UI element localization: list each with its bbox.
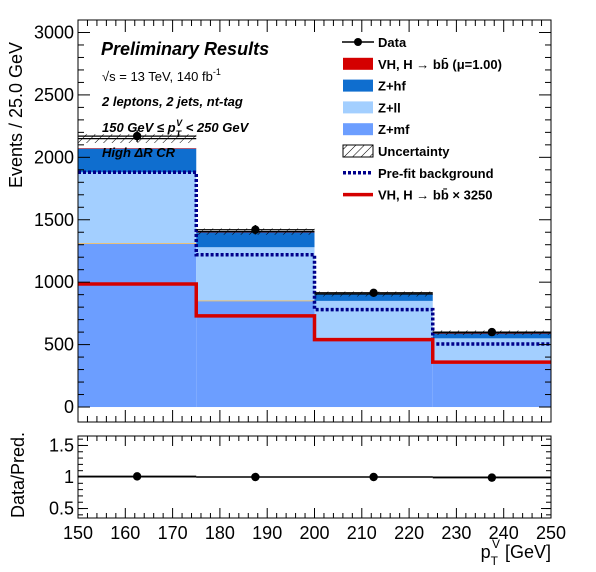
legend-entry-5: Uncertainty: [342, 144, 450, 159]
legend-swatch: [343, 57, 373, 70]
y-tick-label-500: 500: [44, 335, 74, 355]
ratio-y-tick-label-1: 1: [64, 467, 74, 487]
x-tick-label-180: 180: [205, 523, 235, 543]
annotation-selection: 2 leptons, 2 jets, nt-tag: [101, 94, 243, 109]
legend-entry-6: Pre-fit background: [343, 166, 494, 181]
legend-label-2: Z+hf: [378, 79, 406, 94]
annotation-region: High ΔR CR: [102, 145, 176, 160]
legend-entry-4: Z+mf: [343, 122, 410, 137]
stacked-histogram: [78, 138, 551, 408]
legend-label-5: Uncertainty: [378, 144, 450, 159]
x-tick-label-230: 230: [441, 523, 471, 543]
annotation-ptv-range: 150 GeV ≤ pTV < 250 GeV: [102, 118, 250, 139]
ratio-point-3: [487, 473, 497, 482]
x-tick-label-200: 200: [299, 523, 329, 543]
bar-z-hf-bin-0: [78, 148, 197, 173]
bar-z-hf-bin-1: [196, 232, 315, 248]
x-tick-label-150: 150: [63, 523, 93, 543]
x-tick-label-160: 160: [110, 523, 140, 543]
data-point-3: [487, 327, 497, 337]
bar-z-mf-bin-0: [78, 243, 197, 408]
legend-swatch: [343, 101, 373, 114]
ratio-point-1: [251, 472, 260, 482]
bar-z-ll-bin-0: [78, 172, 197, 244]
y-axis-title: Events / 25.0 GeV: [6, 42, 26, 188]
main-axes: 0 500 1000 1500 2000 2500 3000: [34, 19, 552, 423]
bar-z-mf-bin-2: [314, 338, 433, 408]
legend-label-7: VH, H → bb̄ × 3250: [378, 188, 493, 203]
x-tick-label-250: 250: [536, 523, 566, 543]
bar-z-ll-bin-3: [432, 338, 551, 364]
y-tick-label-0: 0: [64, 397, 74, 417]
data-point-2: [369, 288, 378, 297]
bar-z-ll-bin-2: [314, 300, 433, 339]
data-point-1: [251, 225, 260, 234]
y-tick-label-3000: 3000: [34, 22, 74, 42]
legend-swatch: [343, 123, 373, 136]
bar-vh-h-bb--bin-0: [78, 148, 197, 149]
x-axis-title: pTV [GeV]: [481, 537, 551, 568]
ratio-point-2: [369, 472, 378, 482]
x-tick-label-210: 210: [347, 523, 377, 543]
annotation-energy: √s = 13 TeV, 140 fb-1: [102, 67, 221, 84]
y-tick-label-2500: 2500: [34, 85, 74, 105]
legend-entry-7: VH, H → bb̄ × 3250: [343, 188, 493, 203]
bar-z-mf-bin-3: [432, 363, 551, 408]
legend-label-1: VH, H → bb̄ (μ=1.00): [378, 57, 502, 72]
x-tick-label-240: 240: [489, 523, 519, 543]
data-point-0: [132, 131, 142, 141]
y-tick-label-1000: 1000: [34, 272, 74, 292]
legend-label-4: Z+mf: [378, 122, 410, 137]
legend-entry-1: VH, H → bb̄ (μ=1.00): [343, 57, 502, 72]
bar-z-hf-bin-2: [314, 294, 433, 301]
legend-data-marker: [354, 38, 362, 46]
ratio-y-tick-label-2: 1.5: [49, 435, 74, 455]
legend-label-3: Z+ll: [378, 100, 401, 115]
legend: Data VH, H → bb̄ (μ=1.00) Z+hf Z+ll Z+mf Unce…: [342, 35, 502, 203]
y-tick-label-1500: 1500: [34, 210, 74, 230]
legend-label-6: Pre-fit background: [378, 166, 494, 181]
bar-z-mf-bin-1: [196, 300, 315, 408]
x-tick-label-220: 220: [394, 523, 424, 543]
x-tick-label-190: 190: [252, 523, 282, 543]
legend-entry-0: Data: [342, 35, 407, 50]
ratio-panel: 0.5 1 1.5 150 160 170 180 190 200 210 220 230 240 250: [49, 435, 566, 543]
scaled-signal-line: [78, 282, 551, 364]
data-points: [78, 130, 551, 337]
legend-label-0: Data: [378, 35, 407, 50]
ratio-point-0: [132, 472, 142, 481]
annotation-title: Preliminary Results: [101, 39, 269, 59]
ratio-y-axis-title: Data/Pred.: [8, 432, 28, 518]
x-tick-label-170: 170: [158, 523, 188, 543]
legend-entry-2: Z+hf: [343, 79, 406, 94]
ratio-y-tick-label-0: 0.5: [49, 499, 74, 519]
legend-hatch-swatch: [342, 144, 374, 158]
y-tick-label-2000: 2000: [34, 147, 74, 167]
signal-scaled-step: [78, 282, 551, 364]
legend-entry-3: Z+ll: [343, 100, 401, 115]
legend-swatch: [343, 79, 373, 92]
